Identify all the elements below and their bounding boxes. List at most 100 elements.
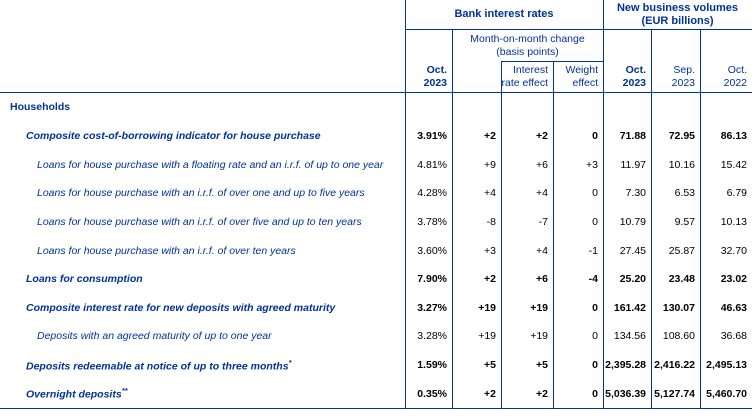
weight-effect-cell: 0: [592, 387, 598, 400]
change-cell: +4: [484, 187, 496, 200]
table-row-composite-house-purchase: Composite cost-of-borrowing indicator fo…: [0, 122, 752, 151]
footnote-marker: *: [288, 357, 292, 367]
line-under-column-headers: [0, 92, 752, 93]
table-row-deposits-agreed-maturity: Deposits with an agreed maturity of up t…: [0, 322, 752, 351]
vol-sep23-cell: 108.60: [662, 330, 695, 343]
vol-oct23-cell: 71.88: [619, 129, 646, 142]
table-row-loans-consumption: Loans for consumption 7.90% +2 +6 -4 25.…: [0, 265, 752, 294]
change-cell: +2: [484, 273, 496, 286]
row-label: Deposits with an agreed maturity of up t…: [37, 330, 272, 343]
volumes-title-line1: New business volumes: [616, 1, 739, 14]
table-row-irf-one-to-five: Loans for house purchase with an i.r.f. …: [0, 179, 752, 208]
change-cell: +9: [484, 158, 496, 171]
change-cell: +19: [478, 330, 496, 343]
divider-rate-change: [452, 29, 453, 409]
weight-effect-cell: 0: [592, 187, 598, 200]
rate-cell: 4.28%: [417, 187, 447, 200]
weight-effect-cell: 0: [592, 129, 598, 142]
column-header-rate-oct-2023: Oct. 2023: [405, 60, 452, 92]
col-vol-oct22-line1: Oct.: [727, 64, 747, 76]
vol-oct22-cell: 86.13: [720, 129, 747, 142]
vol-oct22-cell: 6.79: [726, 187, 747, 200]
table-row-irf-five-to-ten: Loans for house purchase with an i.r.f. …: [0, 208, 752, 237]
rate-cell: 3.91%: [417, 129, 447, 142]
col-vol-oct23-line1: Oct.: [625, 64, 646, 76]
bank-interest-rates-label: Bank interest rates: [454, 8, 554, 20]
vol-oct23-cell: 27.45: [619, 244, 646, 257]
mom-title-line2: (basis points): [496, 45, 559, 58]
divider-oct23-sep23: [651, 29, 652, 409]
table-row-overnight-deposits: Overnight deposits** 0.35% +2 +2 0 5,036…: [0, 379, 752, 408]
vol-oct22-cell: 15.42: [720, 158, 747, 171]
volumes-title-line2: (EUR billions): [641, 14, 714, 27]
vol-oct22-cell: 32.70: [720, 244, 747, 257]
col-weight-effect-line1: Weight: [565, 64, 599, 76]
col-rate-oct-line1: Oct.: [426, 64, 447, 76]
change-cell: +2: [484, 129, 496, 142]
group-title-bank-interest-rates: Bank interest rates: [405, 0, 603, 29]
divider-interest-weight: [553, 61, 554, 409]
divider-labels-rates: [405, 0, 406, 409]
row-label: Households: [10, 101, 71, 114]
interest-effect-cell: +19: [530, 301, 548, 314]
row-label: Composite cost-of-borrowing indicator fo…: [26, 129, 321, 142]
change-cell: -8: [486, 215, 496, 228]
column-header-interest-rate-effect: Interest rate effect: [501, 60, 553, 92]
divider-change-interest-effect: [501, 61, 502, 409]
vol-oct23-cell: 5,036.39: [605, 387, 646, 400]
vol-oct22-cell: 2,495.13: [706, 359, 747, 372]
divider-rates-volumes: [603, 0, 604, 409]
interest-effect-cell: +6: [536, 158, 548, 171]
vol-sep23-cell: 23.48: [668, 273, 695, 286]
vol-sep23-cell: 10.16: [668, 158, 695, 171]
vol-oct22-cell: 36.68: [720, 330, 747, 343]
vol-oct22-cell: 10.13: [720, 215, 747, 228]
change-cell: +5: [484, 359, 496, 372]
vol-sep23-cell: 72.95: [668, 129, 695, 142]
vol-oct22-cell: 46.63: [720, 301, 747, 314]
row-label: Loans for house purchase with a floating…: [37, 158, 384, 171]
rate-cell: 3.60%: [417, 244, 447, 257]
line-under-group-titles: [405, 29, 752, 30]
col-weight-effect-line2: effect: [572, 76, 599, 89]
weight-effect-cell: 0: [592, 301, 598, 314]
row-label: Overnight deposits: [26, 388, 122, 401]
change-cell: +3: [484, 244, 496, 257]
interest-effect-cell: +4: [536, 187, 548, 200]
rate-cell: 3.28%: [417, 330, 447, 343]
interest-effect-cell: -7: [538, 215, 548, 228]
vol-oct23-cell: 25.20: [619, 273, 646, 286]
rate-cell: 0.35%: [417, 387, 447, 400]
vol-oct23-cell: 134.56: [613, 330, 646, 343]
vol-oct23-cell: 10.79: [619, 215, 646, 228]
table-row-floating-rate: Loans for house purchase with a floating…: [0, 150, 752, 179]
table-row-deposits-redeemable: Deposits redeemable at notice of up to t…: [0, 351, 752, 380]
table-bottom-line: [0, 408, 752, 409]
vol-oct22-cell: 5,460.70: [706, 387, 747, 400]
column-header-vol-oct-2023: Oct. 2023: [603, 60, 651, 92]
col-interest-effect-line2: rate effect: [501, 76, 548, 89]
group-title-mom-change: Month-on-month change (basis points): [452, 30, 603, 61]
vol-sep23-cell: 5,127.74: [654, 387, 695, 400]
vol-oct23-cell: 2,395.28: [605, 359, 646, 372]
interest-effect-cell: +2: [536, 387, 548, 400]
rate-cell: 3.78%: [417, 215, 447, 228]
column-header-vol-sep-2023: Sep. 2023: [651, 60, 700, 92]
change-cell: +19: [478, 301, 496, 314]
col-vol-oct22-line2: 2022: [723, 76, 747, 89]
column-header-weight-effect: Weight effect: [553, 60, 603, 92]
vol-sep23-cell: 6.53: [674, 187, 695, 200]
weight-effect-cell: 0: [592, 215, 598, 228]
rate-cell: 1.59%: [417, 359, 447, 372]
weight-effect-cell: 0: [592, 330, 598, 343]
row-label: Deposits redeemable at notice of up to t…: [26, 360, 289, 373]
col-interest-effect-line1: Interest: [512, 64, 548, 76]
interest-effect-cell: +5: [536, 359, 548, 372]
table-row-composite-deposits: Composite interest rate for new deposits…: [0, 293, 752, 322]
divider-sep23-oct22: [700, 29, 701, 409]
col-vol-sep23-line1: Sep.: [673, 64, 695, 76]
weight-effect-cell: +3: [586, 158, 598, 171]
vol-sep23-cell: 25.87: [668, 244, 695, 257]
row-label: Loans for house purchase with an i.r.f. …: [37, 215, 362, 228]
